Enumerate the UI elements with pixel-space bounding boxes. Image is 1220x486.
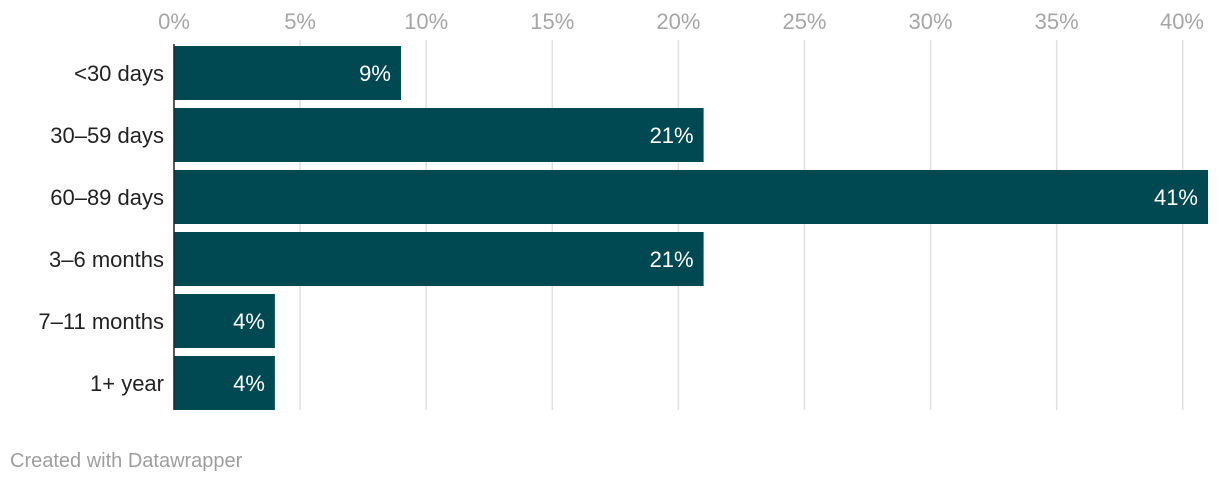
bar-value-label: 41% xyxy=(1154,185,1198,210)
gridlines xyxy=(299,40,1184,410)
x-tick-label: 35% xyxy=(1035,9,1079,34)
bar-chart: 0% 5% 10% 15% 20% 25% 30% 35% 40% 9% 21% 41% 21% 4% 4… xyxy=(38,9,1208,410)
x-tick-label: 25% xyxy=(782,9,826,34)
bar-value-label: 21% xyxy=(650,123,694,148)
bar-value-label: 4% xyxy=(233,371,265,396)
x-tick-label: 30% xyxy=(909,9,953,34)
x-tick-label: 0% xyxy=(158,9,190,34)
bar xyxy=(174,108,704,162)
x-tick-label: 10% xyxy=(404,9,448,34)
x-tick-label: 40% xyxy=(1160,9,1204,34)
x-tick-label: 20% xyxy=(656,9,700,34)
bar-value-label: 4% xyxy=(233,309,265,334)
bar xyxy=(174,232,704,286)
bar xyxy=(174,356,275,410)
bars: 9% 21% 41% 21% 4% 4% xyxy=(174,46,1208,410)
bar-value-label: 9% xyxy=(359,61,391,86)
category-label: 30–59 days xyxy=(50,123,164,148)
bar xyxy=(174,294,275,348)
category-labels: <30 days 30–59 days 60–89 days 3–6 months 7–… xyxy=(38,61,164,396)
category-label: 1+ year xyxy=(90,371,164,396)
category-label: 7–11 months xyxy=(38,309,164,334)
category-label: 3–6 months xyxy=(49,247,164,272)
x-tick-label: 5% xyxy=(284,9,316,34)
bar xyxy=(174,170,1208,224)
datawrapper-credit[interactable]: Created with Datawrapper xyxy=(10,450,243,472)
category-label: <30 days xyxy=(74,61,164,86)
x-axis-ticks: 0% 5% 10% 15% 20% 25% 30% 35% 40% xyxy=(158,9,1204,34)
x-tick-label: 15% xyxy=(530,9,574,34)
bar xyxy=(174,46,401,100)
category-label: 60–89 days xyxy=(50,185,164,210)
bar-value-label: 21% xyxy=(650,247,694,272)
